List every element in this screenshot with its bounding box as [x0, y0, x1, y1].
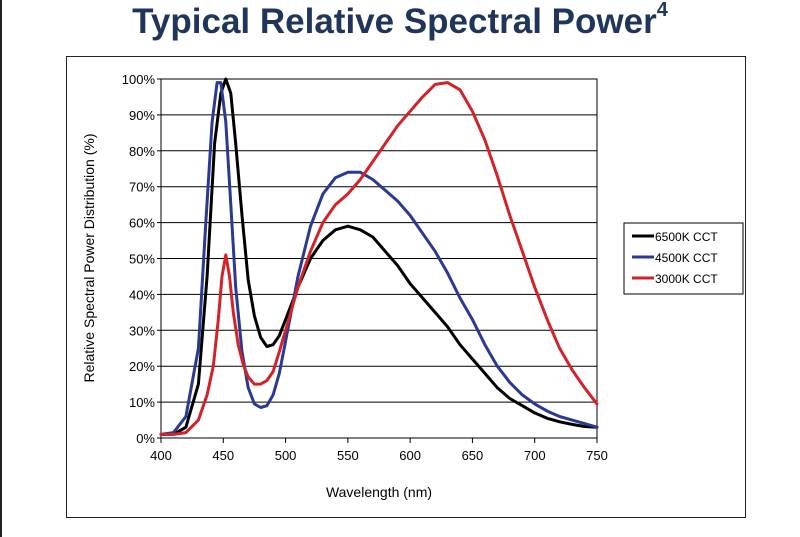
page-title: Typical Relative Spectral Power4 [0, 0, 800, 42]
title-superscript: 4 [656, 0, 668, 22]
x-tick-label: 500 [275, 448, 297, 463]
series-line-3000k-cct [159, 81, 599, 436]
y-tick-label: 40% [129, 287, 155, 302]
y-tick-label: 80% [129, 144, 155, 159]
legend: 6500K CCT 4500K CCT 3000K CCT [623, 222, 744, 295]
y-tick-label: 60% [129, 216, 155, 231]
tick-layer: 0% 10% 20% 30% 40% 50% 60% 70% 80% 90% 100% 400 450 5… [122, 72, 608, 463]
x-tick-label: 450 [212, 448, 234, 463]
y-tick-label: 90% [129, 108, 155, 123]
x-tick-label: 750 [586, 448, 608, 463]
y-axis-label: Relative Spectral Power Distribution (%) [81, 134, 97, 383]
left-edge-border [0, 0, 2, 537]
series-line-4500k-cct [159, 81, 599, 436]
y-tick-label: 0% [136, 431, 155, 446]
y-tick-label: 20% [129, 359, 155, 374]
chart-frame [66, 56, 746, 518]
y-tick-label: 10% [129, 395, 155, 410]
x-axis-label: Wavelength (nm) [326, 484, 432, 500]
legend-label: 3000K CCT [655, 272, 718, 286]
series-line-6500k-cct [159, 77, 599, 436]
x-tick-label: 650 [462, 448, 484, 463]
x-tick-label: 400 [150, 448, 172, 463]
series-layer [159, 77, 599, 436]
x-tick-label: 600 [399, 448, 421, 463]
y-tick-label: 50% [129, 252, 155, 267]
y-tick-label: 70% [129, 180, 155, 195]
title-text: Typical Relative Spectral Power [132, 2, 657, 41]
x-tick-label: 550 [337, 448, 359, 463]
y-tick-label: 30% [129, 323, 155, 338]
x-tick-label: 700 [524, 448, 546, 463]
y-tick-label: 100% [122, 72, 156, 87]
legend-label: 6500K CCT [655, 230, 718, 244]
legend-label: 4500K CCT [655, 251, 718, 265]
plot-area-border [160, 78, 598, 439]
